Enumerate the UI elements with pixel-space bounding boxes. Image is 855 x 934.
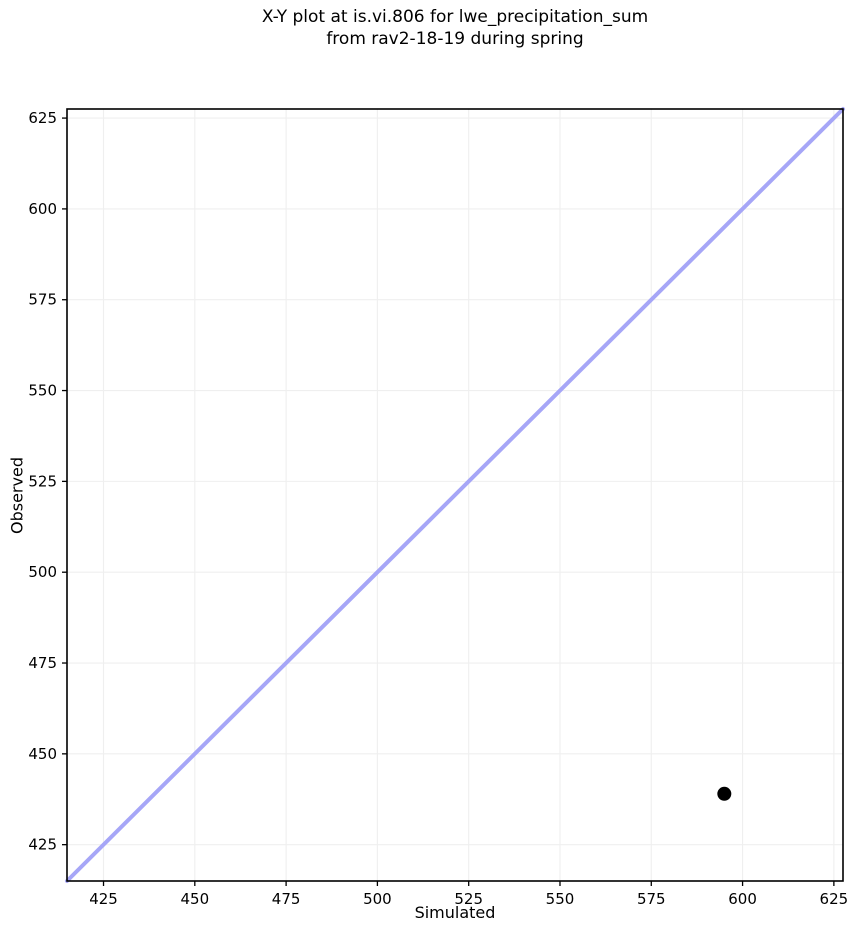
data-point (717, 786, 732, 801)
y-tick-label: 625 (28, 109, 57, 127)
y-tick-label: 425 (28, 836, 57, 854)
x-tick-label: 625 (820, 890, 849, 908)
x-tick-label: 550 (546, 890, 575, 908)
y-tick-label: 475 (28, 654, 57, 672)
x-tick-label: 425 (89, 890, 118, 908)
x-tick-label: 475 (272, 890, 301, 908)
chart-title-line1: X-Y plot at is.vi.806 for lwe_precipitat… (261, 7, 649, 27)
x-axis-label: Simulated (414, 903, 496, 922)
y-tick-label: 500 (28, 563, 57, 581)
x-tick-label: 525 (454, 890, 483, 908)
x-tick-label: 600 (728, 890, 757, 908)
x-tick-label: 575 (637, 890, 666, 908)
y-tick-label: 575 (28, 291, 57, 309)
x-tick-label: 450 (180, 890, 209, 908)
y-tick-label: 550 (28, 382, 57, 400)
x-tick-label: 500 (363, 890, 392, 908)
y-tick-label: 450 (28, 745, 57, 763)
plot-border (66, 108, 844, 882)
y-tick-label: 600 (28, 200, 57, 218)
identity-line (65, 107, 845, 883)
chart-title: X-Y plot at is.vi.806 for lwe_precipitat… (67, 6, 843, 50)
chart-title-line2: from rav2-18-19 during spring (326, 29, 584, 49)
y-tick-label: 525 (28, 472, 57, 490)
y-axis-label: Observed (7, 457, 27, 534)
